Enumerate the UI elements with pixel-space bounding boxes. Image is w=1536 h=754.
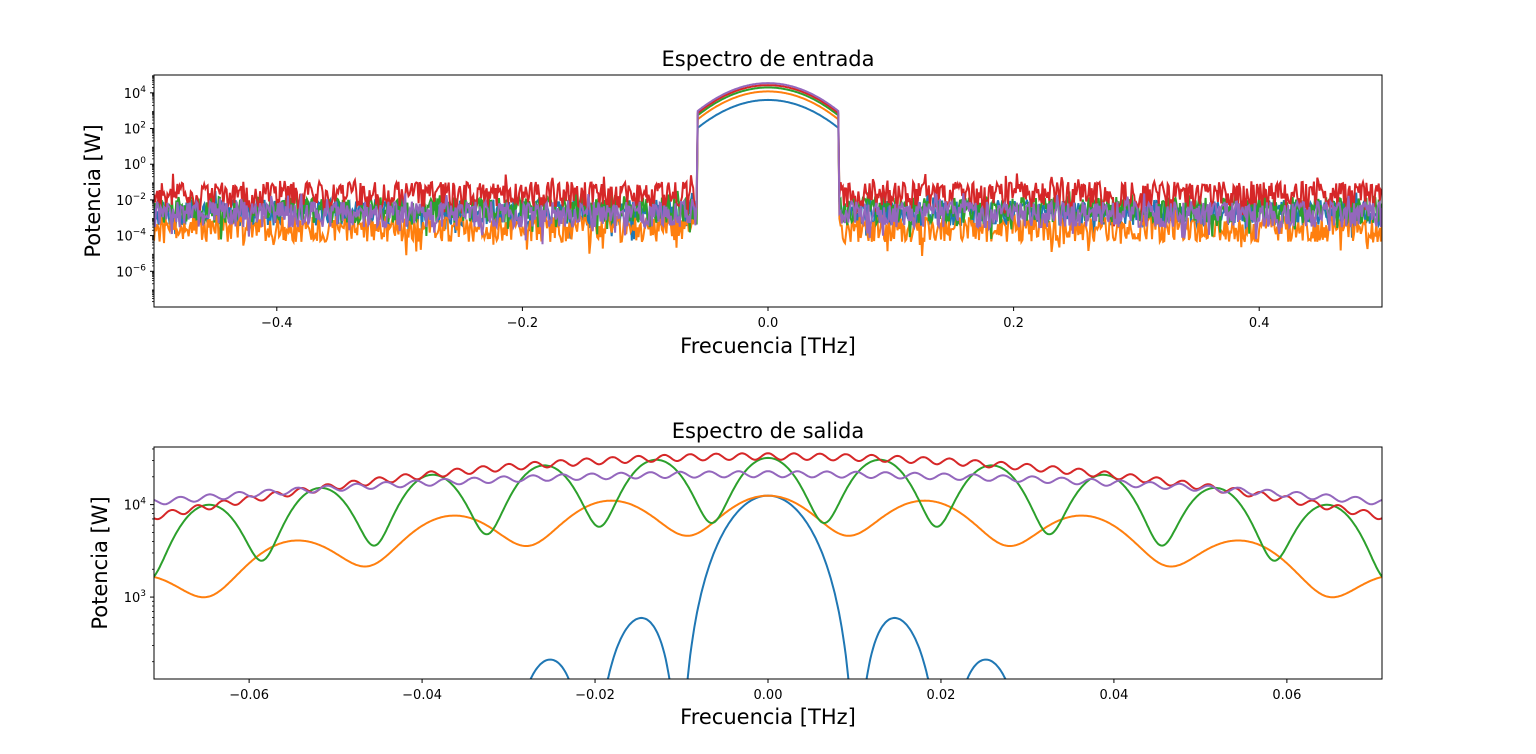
y-tick-label: 10−2: [116, 192, 146, 209]
y-tick-label: 10−6: [116, 263, 146, 280]
input-spectrum-series-group: [154, 82, 1382, 256]
input-y-axis-label: Potencia [W]: [81, 124, 105, 257]
x-tick-label: 0.02: [926, 688, 955, 703]
x-tick-label: −0.02: [575, 688, 615, 703]
x-tick-label: 0.04: [1099, 688, 1128, 703]
input-x-axis-label: Frecuencia [THz]: [680, 334, 856, 358]
input-x-axis: −0.4 −0.2 0.0 0.2 0.4: [261, 307, 1270, 331]
output-series-line-5: [154, 470, 1382, 506]
output-x-axis-label: Frecuencia [THz]: [680, 705, 856, 729]
x-tick-label: 0.4: [1249, 316, 1270, 331]
y-tick-label: 100: [124, 156, 147, 173]
x-tick-label: 0.2: [1003, 316, 1024, 331]
output-series-line-3: [154, 456, 1382, 578]
output-series-line-2: [154, 494, 1382, 599]
input-spectrum-panel: Espectro de entrada −0.4 −0.2 0.0 0.2 0.4 10…: [81, 47, 1383, 358]
y-tick-label: 102: [124, 121, 146, 138]
x-tick-label: −0.06: [229, 688, 269, 703]
output-spectrum-series-group: [154, 452, 1382, 679]
x-tick-label: −0.2: [507, 316, 539, 331]
y-tick-label: 104: [124, 497, 147, 514]
x-tick-label: 0.06: [1272, 688, 1301, 703]
output-y-axis: 103 104: [124, 448, 154, 663]
output-y-axis-label: Potencia [W]: [88, 496, 112, 629]
input-y-axis: 10−6 10−4 10−2 100 102 104: [116, 75, 154, 303]
output-spectrum-panel: Espectro de salida −0.06 −0.04 −0.02 0.00 0.…: [88, 419, 1383, 729]
x-tick-label: 0.0: [758, 316, 779, 331]
x-tick-label: −0.4: [261, 316, 293, 331]
input-spectrum-title: Espectro de entrada: [661, 47, 874, 71]
input-series-line-4: [154, 84, 1382, 227]
y-tick-label: 103: [124, 589, 146, 606]
output-series-line-4: [154, 452, 1382, 521]
y-tick-label: 10−4: [116, 228, 146, 245]
x-tick-label: −0.04: [402, 688, 442, 703]
output-spectrum-title: Espectro de salida: [672, 419, 865, 443]
y-tick-label: 104: [124, 85, 147, 102]
input-series-line-5: [154, 82, 1382, 245]
x-tick-label: 0.00: [754, 688, 783, 703]
output-x-axis: −0.06 −0.04 −0.02 0.00 0.02 0.04 0.06: [229, 679, 1301, 703]
